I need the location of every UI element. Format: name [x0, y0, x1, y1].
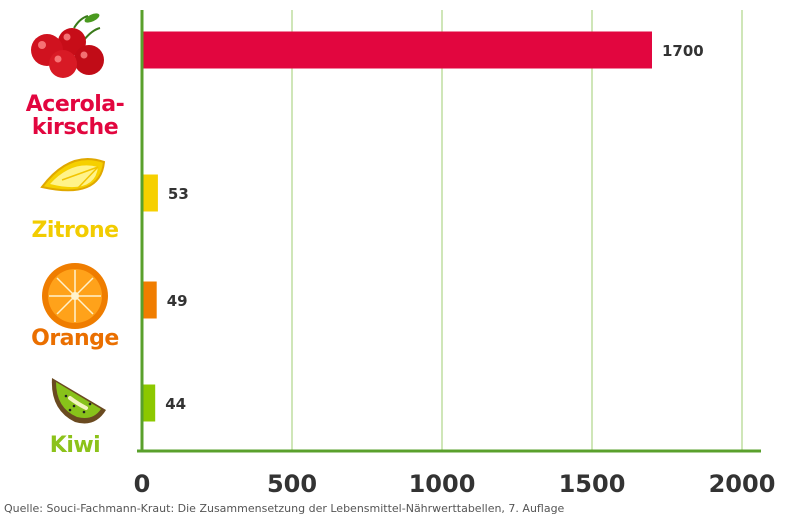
bars [143, 31, 652, 422]
category-label-line: Kiwi [49, 433, 101, 458]
orange-half-icon [42, 263, 108, 329]
x-tick-label: 1500 [559, 470, 626, 498]
category-label-line: Acerola- [25, 92, 125, 117]
category-label-line: kirsche [31, 115, 119, 140]
bar [143, 384, 156, 422]
bar [143, 31, 652, 69]
tick-labels: 0 500 1000 1500 2000 [134, 470, 776, 498]
kiwi-slice-icon [51, 378, 106, 424]
value-labels: 1700 53 49 44 [165, 42, 704, 413]
value-label: 1700 [662, 42, 704, 60]
category-label-kiwi: Kiwi [0, 434, 150, 457]
x-tick-label: 0 [134, 470, 151, 498]
x-tick-label: 2000 [709, 470, 776, 498]
source-note: Quelle: Souci-Fachmann-Kraut: Die Zusamm… [4, 502, 565, 515]
value-label: 53 [168, 185, 189, 203]
axes [137, 10, 761, 453]
category-label-zitrone: Zitrone [0, 219, 150, 242]
value-label: 44 [165, 395, 186, 413]
category-label-line: Zitrone [31, 218, 119, 243]
category-label-line: Orange [31, 326, 119, 351]
lemon-slice-icon [40, 158, 106, 192]
category-label-orange: Orange [0, 327, 150, 350]
x-tick-label: 1000 [409, 470, 476, 498]
grid-lines [291, 10, 743, 451]
x-tick-label: 500 [267, 470, 317, 498]
category-label-acerola: Acerola- kirsche [0, 93, 150, 139]
value-label: 49 [167, 292, 188, 310]
acerola-cherries-icon [31, 13, 104, 78]
bar [143, 281, 157, 319]
bar [143, 174, 158, 212]
